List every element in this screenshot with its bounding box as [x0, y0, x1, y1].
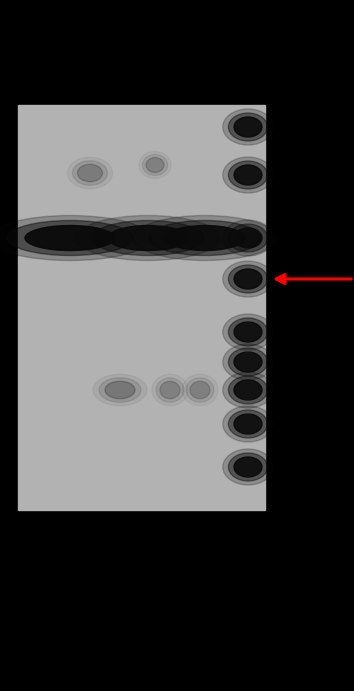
Ellipse shape	[73, 161, 108, 185]
Ellipse shape	[68, 158, 113, 189]
Ellipse shape	[228, 224, 268, 252]
Ellipse shape	[228, 410, 268, 438]
Ellipse shape	[146, 158, 164, 173]
Ellipse shape	[228, 113, 268, 141]
Ellipse shape	[165, 225, 245, 251]
Ellipse shape	[223, 344, 273, 380]
Ellipse shape	[190, 381, 210, 399]
Ellipse shape	[234, 117, 262, 137]
Ellipse shape	[223, 372, 273, 408]
Ellipse shape	[223, 220, 273, 256]
Ellipse shape	[76, 216, 220, 261]
Ellipse shape	[228, 348, 268, 376]
Ellipse shape	[93, 375, 147, 406]
Ellipse shape	[142, 155, 167, 176]
Ellipse shape	[234, 414, 262, 434]
Ellipse shape	[228, 318, 268, 346]
Ellipse shape	[92, 220, 204, 256]
Ellipse shape	[223, 449, 273, 485]
Ellipse shape	[133, 216, 277, 261]
Ellipse shape	[108, 225, 188, 251]
Ellipse shape	[234, 269, 262, 289]
Ellipse shape	[223, 406, 273, 442]
Ellipse shape	[228, 161, 268, 189]
Ellipse shape	[78, 164, 103, 182]
Ellipse shape	[7, 220, 133, 256]
Ellipse shape	[228, 453, 268, 481]
Ellipse shape	[223, 109, 273, 145]
Ellipse shape	[234, 352, 262, 372]
Ellipse shape	[0, 216, 151, 261]
Ellipse shape	[234, 228, 262, 248]
Ellipse shape	[234, 380, 262, 400]
Ellipse shape	[228, 376, 268, 404]
Ellipse shape	[149, 220, 261, 256]
Ellipse shape	[105, 381, 135, 399]
Ellipse shape	[99, 378, 141, 402]
Ellipse shape	[186, 378, 214, 402]
Bar	[18, 105, 265, 510]
Ellipse shape	[234, 165, 262, 185]
Ellipse shape	[223, 314, 273, 350]
Ellipse shape	[25, 225, 115, 251]
Ellipse shape	[223, 157, 273, 193]
Ellipse shape	[223, 261, 273, 297]
Ellipse shape	[234, 457, 262, 477]
Ellipse shape	[228, 265, 268, 293]
Ellipse shape	[156, 378, 184, 402]
Ellipse shape	[160, 381, 180, 399]
Ellipse shape	[234, 322, 262, 342]
